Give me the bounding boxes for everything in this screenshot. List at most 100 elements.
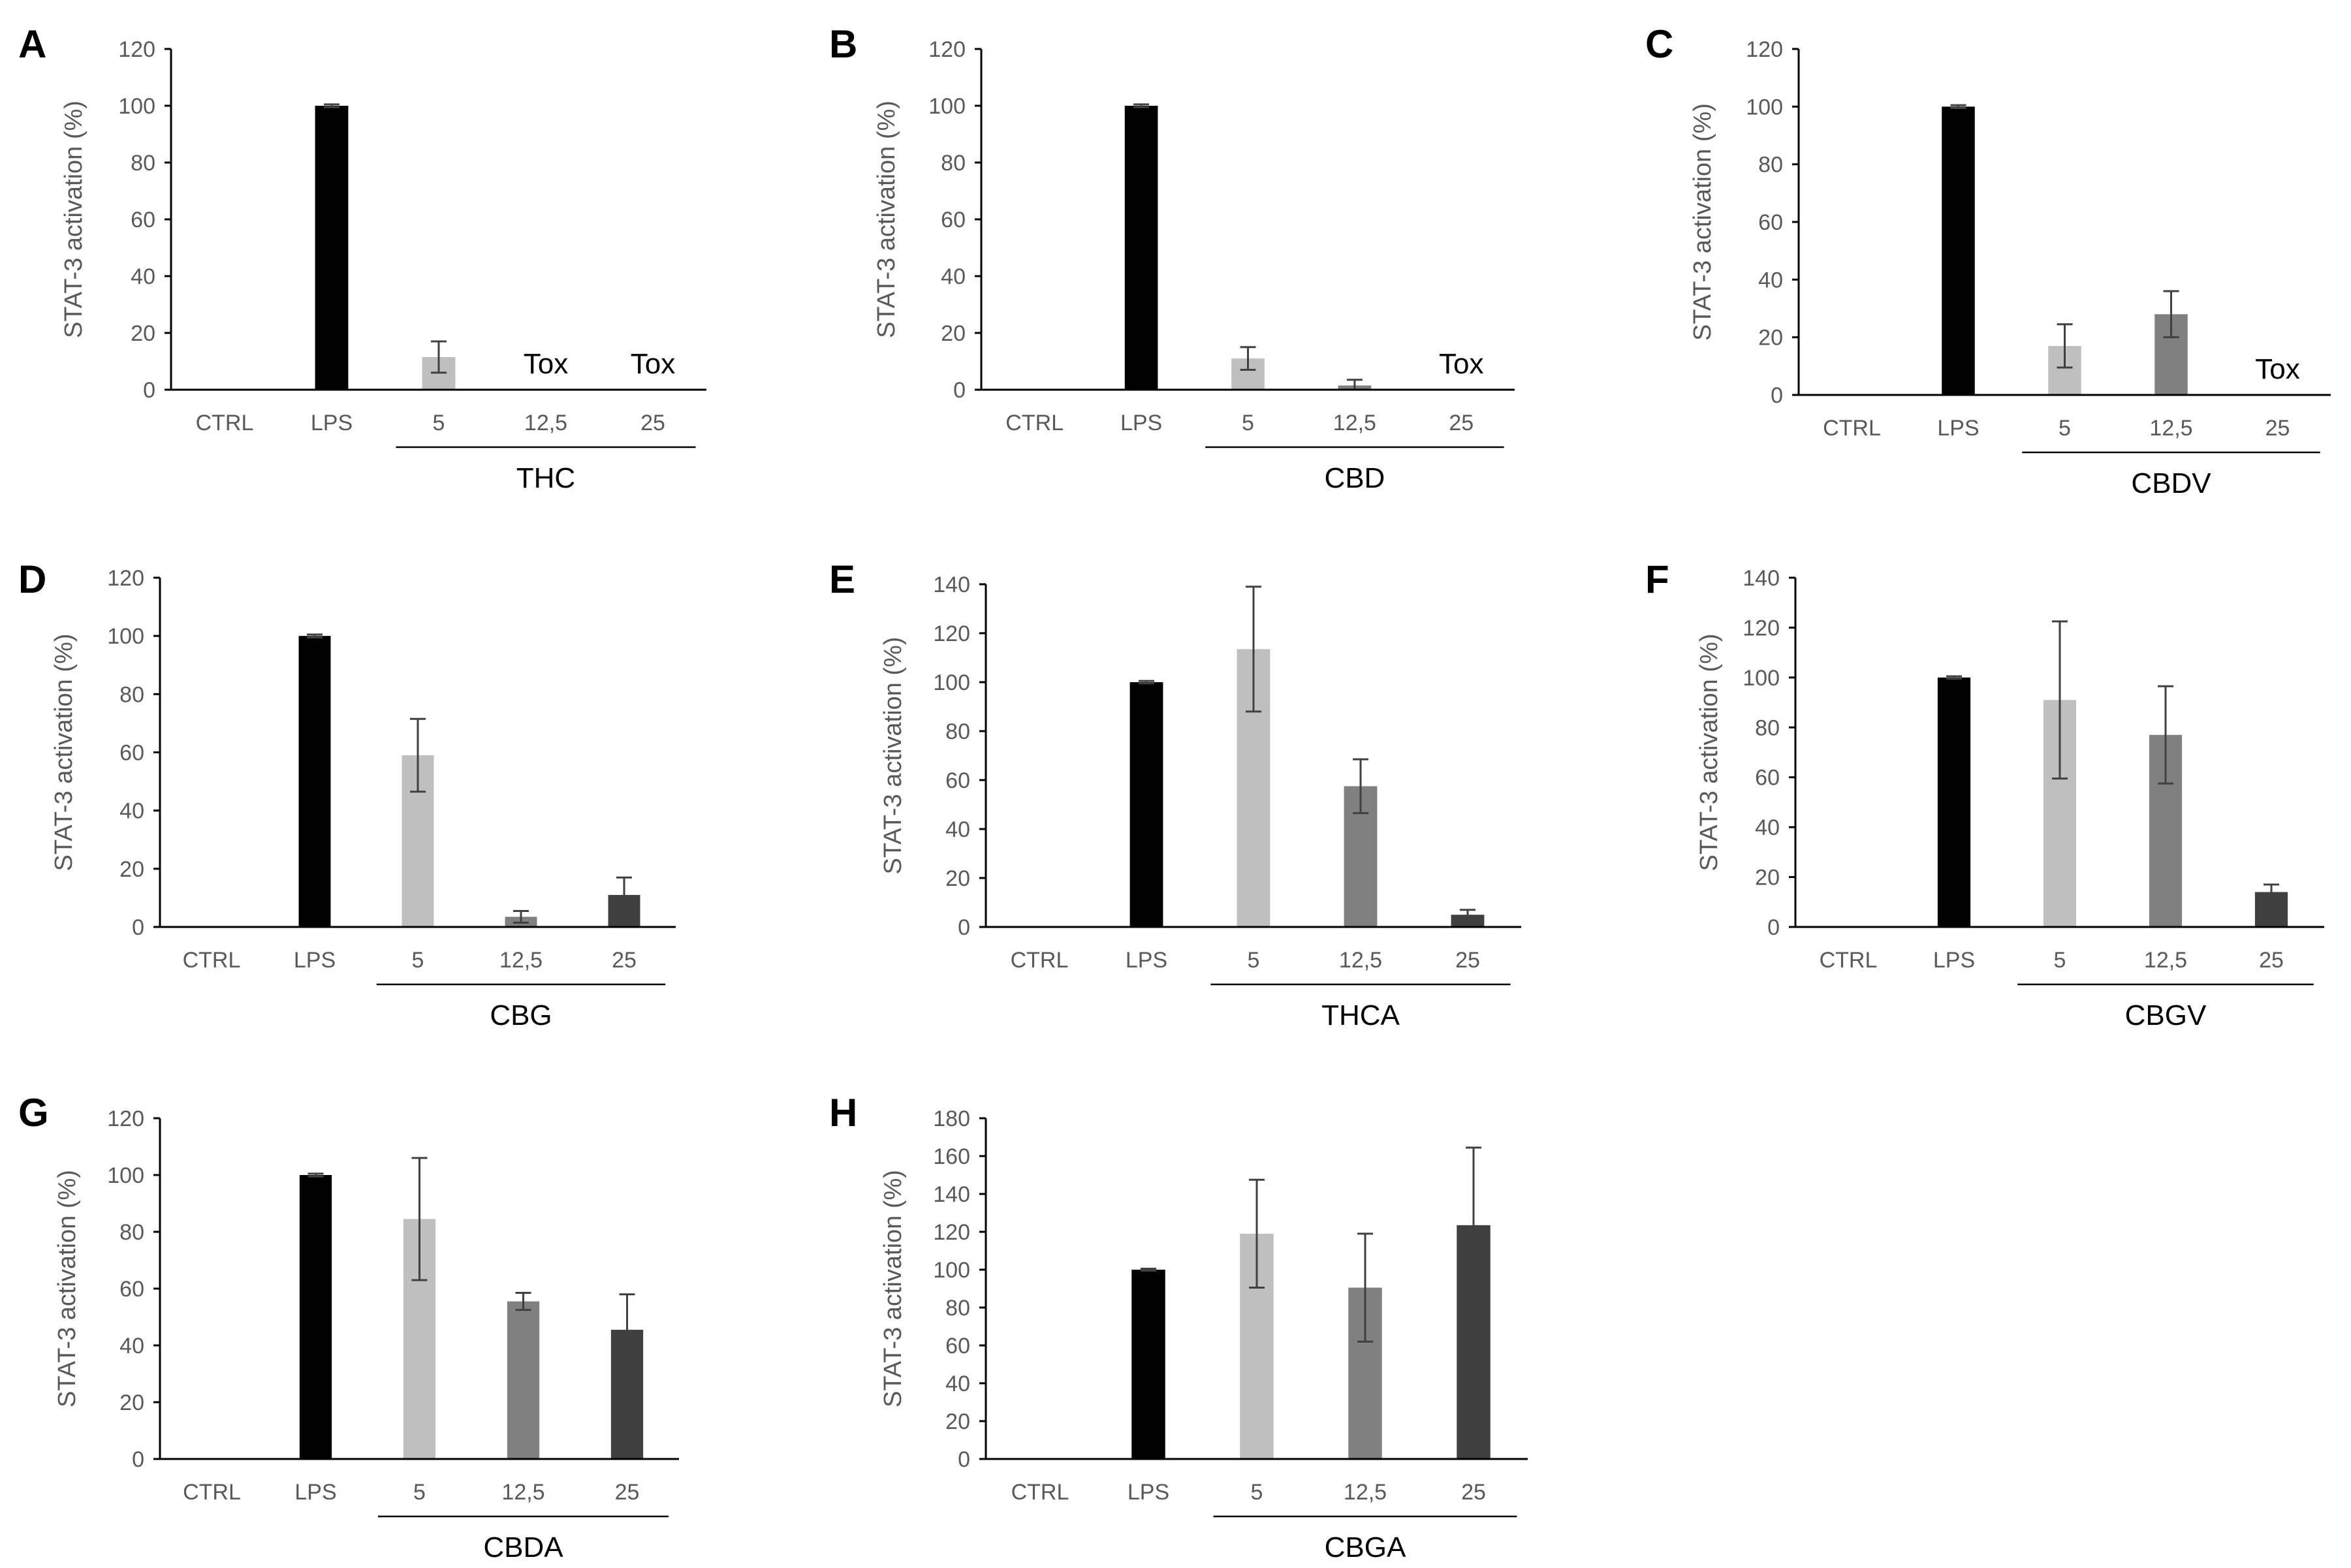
panel-a-annotation-25: Tox (631, 348, 675, 380)
panel-e-ytick-label-140: 140 (933, 572, 970, 597)
panel-d-ytick-label-120: 120 (107, 566, 144, 591)
panel-a-category-label-lps: LPS (311, 411, 353, 435)
panel-g-ytick-label-80: 80 (119, 1220, 144, 1245)
panel-f-ylabel: STAT-3 activation (%) (1696, 634, 1723, 871)
panel-f-category-label-5: 5 (2054, 948, 2066, 973)
panel-h-ytick-label-120: 120 (933, 1220, 970, 1245)
panel-b-ytick-label-80: 80 (941, 151, 966, 176)
panel-h-category-label-lps: LPS (1128, 1480, 1169, 1505)
panel-c-bar-lps (1942, 106, 1975, 396)
panel-g-ytick-label-0: 0 (132, 1447, 144, 1472)
panel-h-ytick-label-100: 100 (933, 1258, 970, 1283)
panel-h-ytick-label-60: 60 (945, 1334, 970, 1358)
panel-f-group-label: CBGV (2125, 999, 2207, 1031)
panel-a-bar-lps (315, 106, 349, 390)
panel-c-group-label: CBDV (2131, 467, 2211, 499)
panel-h-ytick-label-0: 0 (958, 1447, 970, 1472)
panel-g-category-label-5: 5 (413, 1480, 426, 1505)
panel-f-ytick-label-80: 80 (1755, 715, 1780, 740)
panel-e-ytick-label-0: 0 (958, 915, 970, 940)
panel-b-annotation-25: Tox (1439, 348, 1483, 380)
panel-a-ytick-label-80: 80 (131, 151, 155, 176)
panel-g-ytick-label-60: 60 (119, 1277, 144, 1302)
panel-a-ylabel: STAT-3 activation (%) (60, 101, 87, 338)
panel-g-letter: G (18, 1091, 49, 1135)
panel-f-ytick-label-40: 40 (1755, 815, 1780, 840)
panel-e-ylabel: STAT-3 activation (%) (879, 637, 907, 875)
panel-f-ytick-label-60: 60 (1755, 766, 1780, 791)
panel-a-ytick-label-0: 0 (143, 378, 155, 403)
panel-e-category-label-ctrl: CTRL (1011, 948, 1069, 973)
panel-g-ytick-label-100: 100 (107, 1163, 144, 1188)
panel-d-group-label: CBG (490, 999, 552, 1031)
panel-c-ytick-label-80: 80 (1758, 153, 1783, 178)
panel-b-group-label: CBD (1324, 462, 1385, 494)
panel-h-ytick-label-20: 20 (945, 1409, 970, 1434)
panel-g-category-label-ctrl: CTRL (183, 1480, 241, 1505)
panel-d-ytick-label-20: 20 (119, 857, 144, 882)
panel-f-category-label-25: 25 (2259, 948, 2284, 973)
panel-h-ytick-label-80: 80 (945, 1296, 970, 1321)
panel-a-category-label-5: 5 (433, 411, 445, 435)
panel-e-letter: E (829, 557, 855, 601)
panel-g-category-label-12-5: 12,5 (501, 1480, 544, 1505)
panel-e-ytick-label-20: 20 (945, 866, 970, 891)
panel-g-group-label: CBDA (483, 1531, 563, 1563)
panel-a-ytick-label-40: 40 (131, 264, 155, 289)
panel-b-bar-lps (1124, 106, 1158, 390)
panel-h-letter: H (829, 1091, 857, 1135)
panel-d-bar-lps (298, 636, 331, 927)
panel-h-ytick-label-160: 160 (933, 1144, 970, 1169)
panel-c-annotation-25: Tox (2255, 353, 2299, 385)
panel-b-letter: B (829, 22, 857, 66)
panel-c-category-label-5: 5 (2059, 416, 2071, 441)
panel-d-letter: D (18, 557, 46, 601)
panel-b-ytick-label-60: 60 (941, 208, 966, 232)
panel-a-category-label-12-5: 12,5 (524, 411, 567, 435)
panel-e-category-label-12-5: 12,5 (1339, 948, 1382, 973)
panel-c-category-label-25: 25 (2265, 416, 2290, 441)
panel-c-letter: C (1645, 22, 1673, 66)
panel-e-bar-25 (1451, 915, 1485, 927)
panel-b-category-label-lps: LPS (1120, 411, 1162, 435)
panel-g-ytick-label-40: 40 (119, 1334, 144, 1358)
panel-b-ytick-label-0: 0 (953, 378, 966, 403)
panel-h-ylabel: STAT-3 activation (%) (879, 1170, 907, 1407)
panel-d-ytick-label-40: 40 (119, 799, 144, 824)
panel-d-category-label-25: 25 (612, 948, 637, 973)
panel-c-ytick-label-60: 60 (1758, 210, 1783, 235)
panel-a-category-label-25: 25 (640, 411, 665, 435)
panel-a-group-label: THC (516, 462, 575, 494)
panel-b-category-label-25: 25 (1449, 411, 1474, 435)
panel-g-ytick-label-20: 20 (119, 1390, 144, 1415)
panel-e-category-label-25: 25 (1455, 948, 1480, 973)
panel-g-category-label-lps: LPS (294, 1480, 336, 1505)
panel-c-ytick-label-40: 40 (1758, 268, 1783, 292)
panel-g-ytick-label-120: 120 (107, 1106, 144, 1131)
panel-f-category-label-lps: LPS (1933, 948, 1975, 973)
panel-f-ytick-label-100: 100 (1743, 666, 1780, 691)
panel-a-ytick-label-120: 120 (118, 37, 155, 62)
panel-d-category-label-ctrl: CTRL (183, 948, 241, 973)
panel-h-category-label-ctrl: CTRL (1011, 1480, 1069, 1505)
panel-d-ytick-label-0: 0 (132, 915, 144, 940)
panel-g-bar-lps (299, 1175, 332, 1459)
panel-f-ytick-label-20: 20 (1755, 866, 1780, 890)
panel-g-category-label-25: 25 (615, 1480, 640, 1505)
panel-f-ytick-label-140: 140 (1743, 566, 1780, 591)
panel-d-category-label-5: 5 (412, 948, 424, 973)
panel-c-ytick-label-20: 20 (1758, 326, 1783, 351)
panel-e-ytick-label-120: 120 (933, 621, 970, 646)
panel-c-ytick-label-100: 100 (1746, 95, 1783, 119)
panel-a-category-label-ctrl: CTRL (196, 411, 254, 435)
panel-c-category-label-lps: LPS (1937, 416, 1979, 441)
panel-e-category-label-lps: LPS (1126, 948, 1167, 973)
panel-d-ytick-label-100: 100 (107, 624, 144, 649)
panel-h-group-label: CBGA (1325, 1531, 1406, 1563)
panel-a-annotation-12-5: Tox (524, 348, 568, 380)
panel-d-category-label-lps: LPS (294, 948, 336, 973)
panel-f-category-label-12-5: 12,5 (2144, 948, 2187, 973)
panel-g-ylabel: STAT-3 activation (%) (54, 1170, 81, 1407)
panel-f-ytick-label-0: 0 (1767, 915, 1780, 940)
